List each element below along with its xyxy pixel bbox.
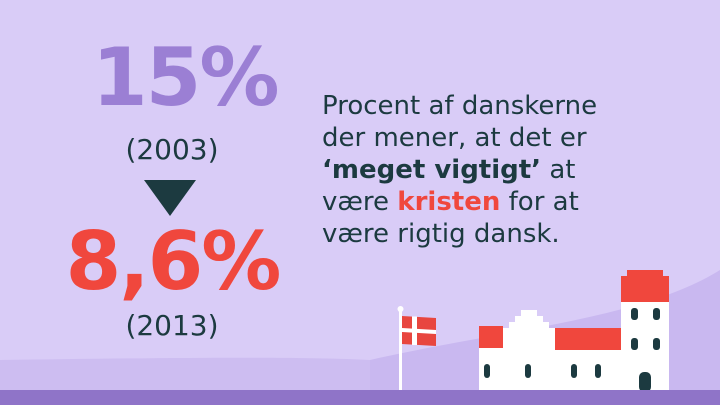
description-line-3: ‘meget vigtigt’ at — [322, 154, 662, 186]
description-line-2: der mener, at det er — [322, 123, 587, 153]
description-line-3-suffix: at — [541, 155, 576, 185]
danish-flag-icon — [397, 306, 436, 394]
description-emphasis: ‘meget vigtigt’ — [322, 155, 542, 185]
church-illustration — [479, 270, 669, 392]
stat-2003-value: 15% — [92, 31, 279, 124]
ground-strip — [0, 390, 720, 405]
description-line-4: være kristen for at — [322, 186, 662, 218]
description-text: Procent af danskerne der mener, at det e… — [322, 90, 662, 250]
down-arrow-icon — [144, 180, 196, 216]
stat-2013-value: 8,6% — [65, 215, 282, 308]
description-highlight: kristen — [397, 187, 501, 217]
stat-2013-year: (2013) — [125, 309, 219, 342]
stat-2003-year: (2003) — [125, 133, 219, 166]
description-line-4-prefix: være — [322, 187, 398, 217]
description-line-5: være rigtig dansk. — [322, 219, 560, 249]
description-line-4-suffix: for at — [500, 187, 579, 217]
description-line-1: Procent af danskerne — [322, 91, 598, 121]
